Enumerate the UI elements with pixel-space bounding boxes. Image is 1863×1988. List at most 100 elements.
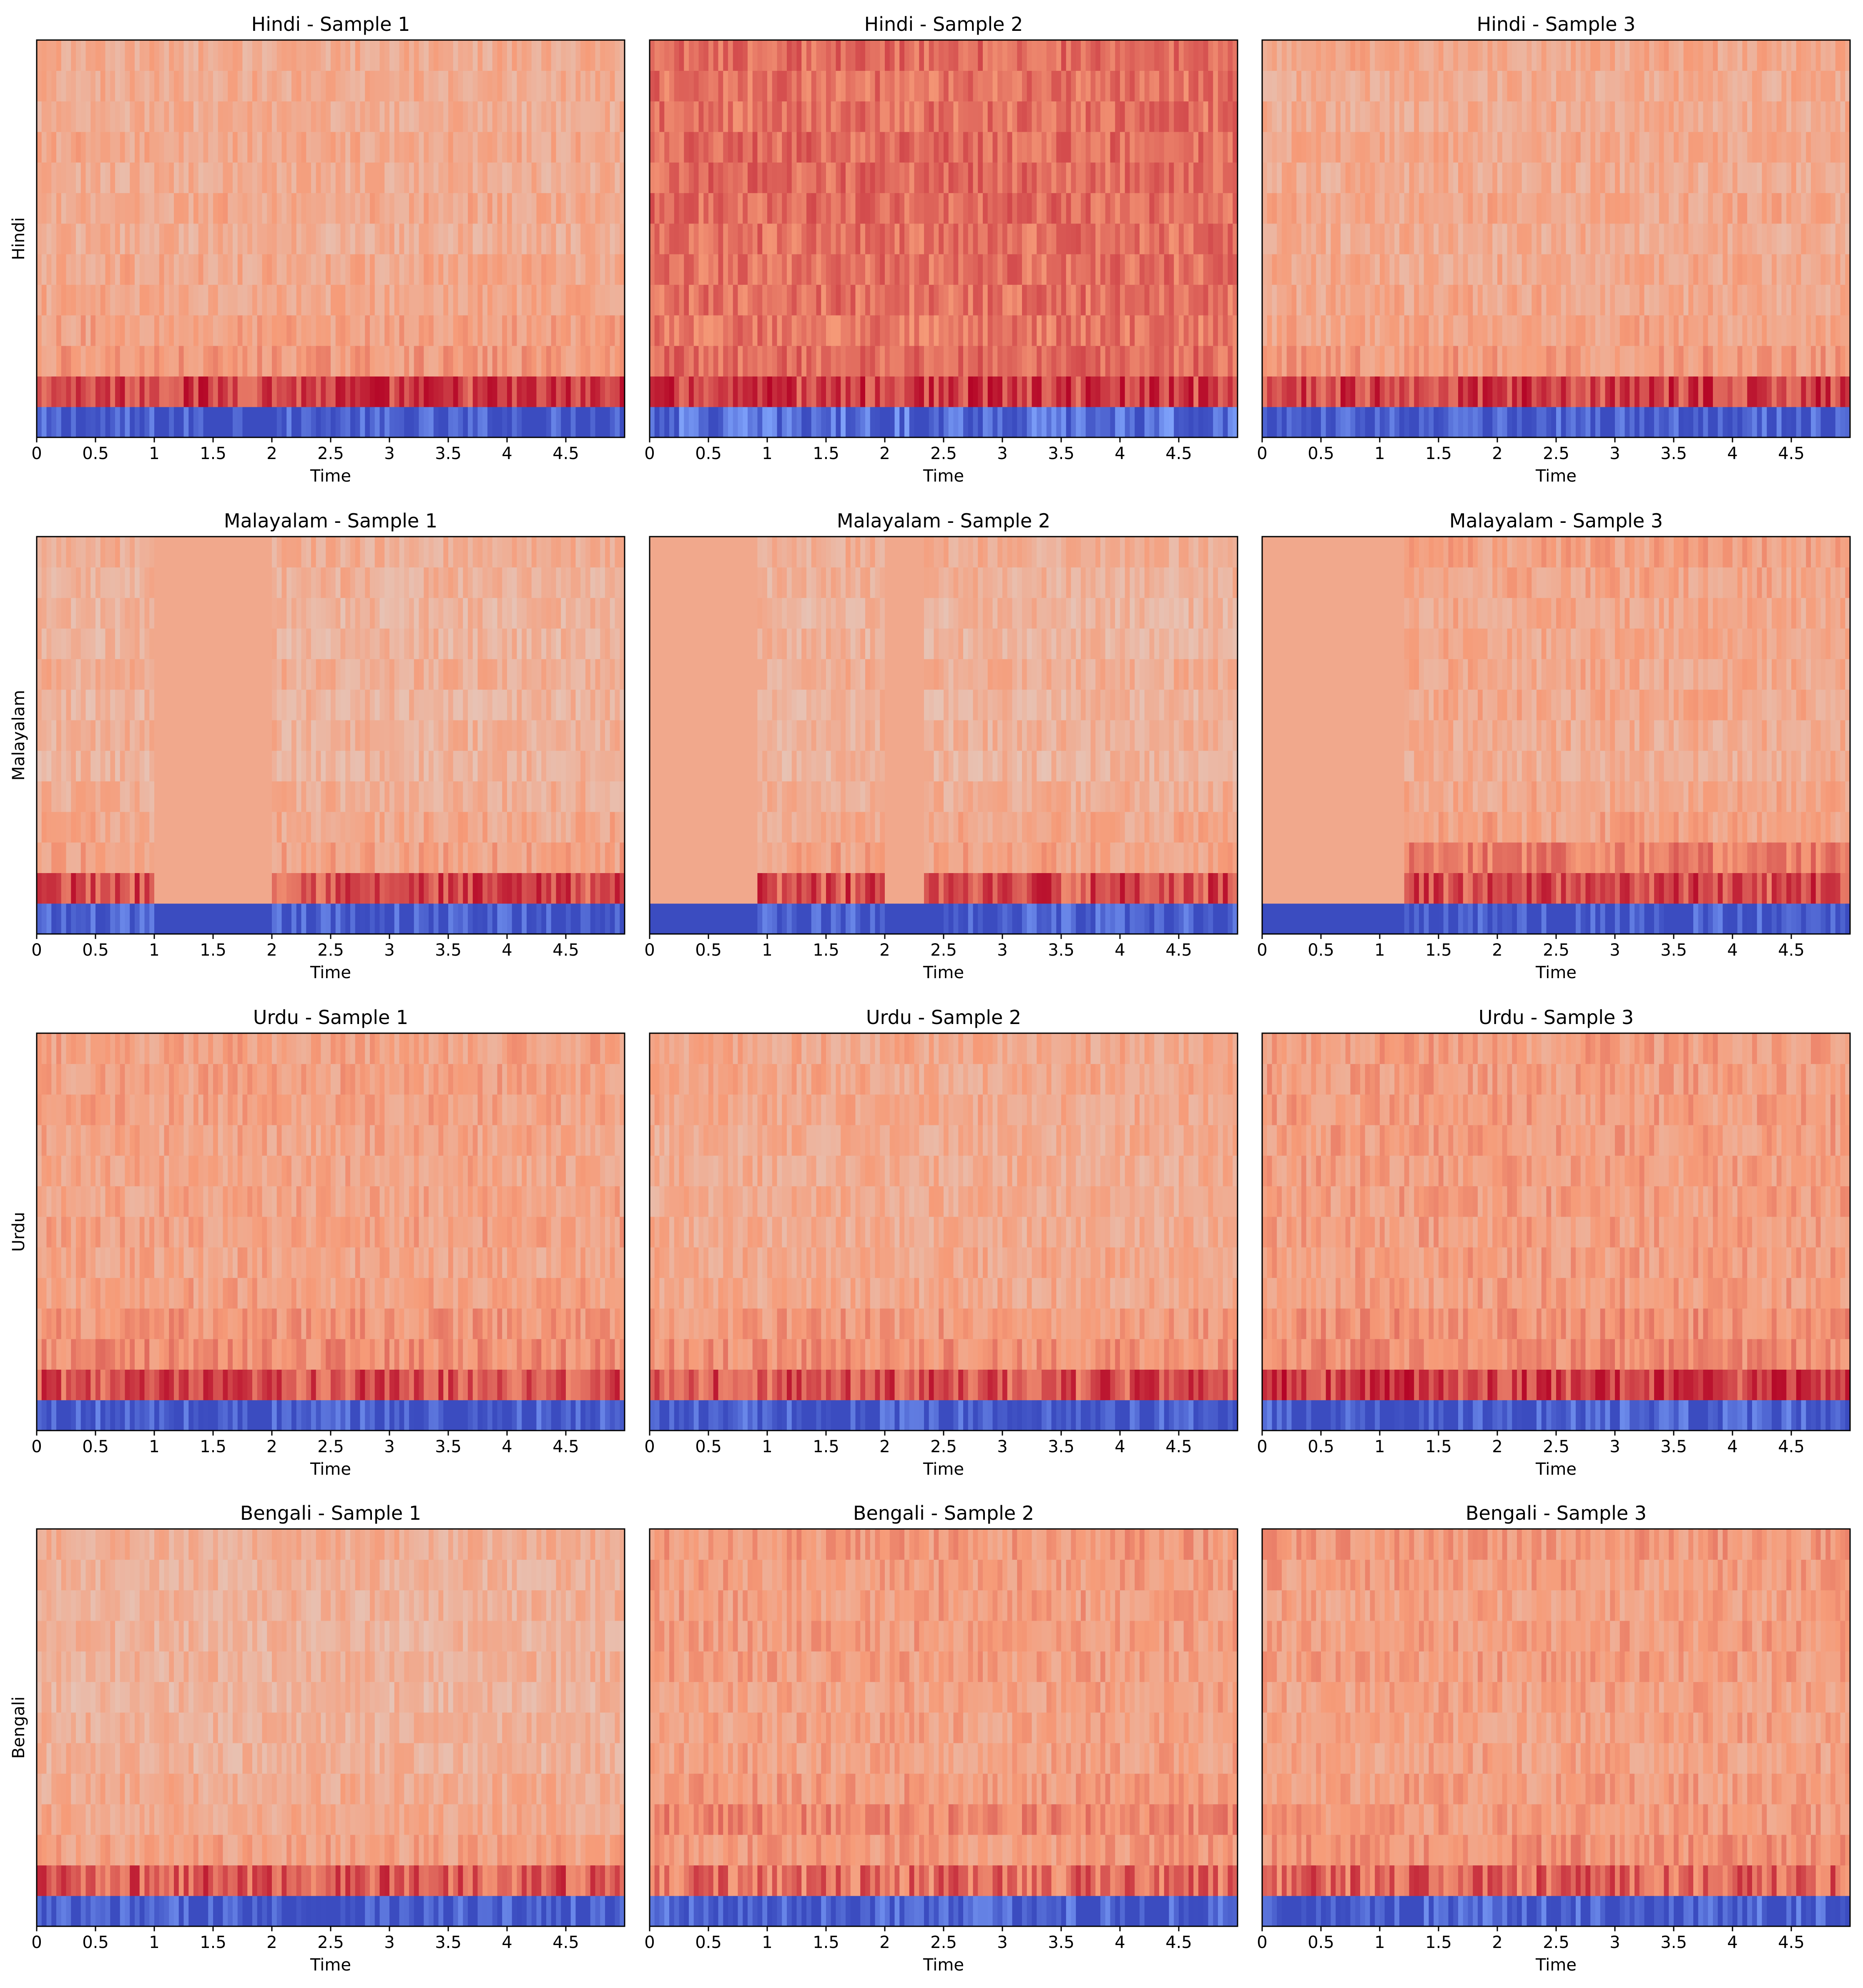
heatmap-cell <box>1507 346 1512 377</box>
heatmap-cell <box>1350 40 1356 71</box>
heatmap-cell <box>468 162 473 193</box>
heatmap-cell <box>365 162 370 193</box>
heatmap-cell <box>590 873 596 904</box>
heatmap-cell <box>1056 376 1062 407</box>
heatmap-cell <box>1703 254 1708 285</box>
heatmap-cell <box>1717 346 1723 377</box>
heatmap-cell <box>100 315 106 346</box>
heatmap-cell <box>1081 407 1086 438</box>
heatmap-cell <box>56 376 62 407</box>
heatmap-cell <box>1046 101 1052 132</box>
heatmap-cell <box>934 223 939 254</box>
heatmap-cell <box>1090 131 1096 163</box>
heatmap-cell <box>1198 40 1204 71</box>
heatmap-cell <box>723 284 728 316</box>
heatmap-cell <box>188 407 194 438</box>
heatmap-cell <box>384 254 390 285</box>
heatmap-cell <box>517 407 522 438</box>
heatmap-cell <box>1370 315 1375 346</box>
heatmap-cell <box>1169 346 1174 377</box>
heatmap-cell <box>870 346 876 377</box>
heatmap-cell <box>1835 346 1841 377</box>
heatmap-cell <box>1757 70 1763 102</box>
heatmap-cell <box>345 346 351 377</box>
heatmap-cell <box>345 193 351 224</box>
heatmap-cell <box>374 40 380 71</box>
heatmap-cell <box>188 903 194 934</box>
heatmap-cell <box>384 873 390 904</box>
heatmap-cell <box>963 131 969 163</box>
heatmap-cell <box>1674 193 1679 224</box>
heatmap-cell <box>1434 376 1439 407</box>
heatmap-cell <box>1350 254 1356 285</box>
heatmap-cell <box>748 101 753 132</box>
heatmap-cell <box>487 315 493 346</box>
heatmap-cell <box>1551 193 1557 224</box>
heatmap-cell <box>61 407 67 438</box>
heatmap-cell <box>276 873 282 904</box>
x-tick-label: 3 <box>1609 444 1620 463</box>
heatmap-cell <box>46 284 52 316</box>
heatmap-cell <box>1585 70 1591 102</box>
heatmap-cell <box>1095 223 1101 254</box>
heatmap-cell <box>1698 40 1704 71</box>
heatmap-cell <box>904 315 910 346</box>
heatmap-cell <box>958 346 964 377</box>
heatmap-cell <box>1713 101 1718 132</box>
heatmap-cell <box>208 346 213 377</box>
heatmap-cell <box>1776 315 1782 346</box>
heatmap-cell <box>37 162 42 193</box>
heatmap-cell <box>1282 162 1287 193</box>
heatmap-cell <box>41 346 47 377</box>
heatmap-cell <box>1786 346 1792 377</box>
heatmap-cell <box>1306 223 1312 254</box>
heatmap-cell <box>1037 162 1042 193</box>
heatmap-cell <box>1522 162 1527 193</box>
heatmap-cell <box>762 376 768 407</box>
heatmap-cell <box>365 407 370 438</box>
heatmap-cell <box>374 101 380 132</box>
heatmap-cell <box>1820 284 1826 316</box>
heatmap-cell <box>944 70 949 102</box>
heatmap-cell <box>1218 131 1223 163</box>
heatmap-cell <box>1384 315 1390 346</box>
heatmap-cell <box>580 376 586 407</box>
heatmap-cell <box>130 223 135 254</box>
heatmap-cell <box>1654 284 1660 316</box>
heatmap-cell <box>228 346 233 377</box>
heatmap-cell <box>389 40 395 71</box>
heatmap-cell <box>595 70 600 102</box>
heatmap-cell <box>1135 131 1140 163</box>
heatmap-cell <box>679 254 684 285</box>
heatmap-cell <box>1218 40 1223 71</box>
heatmap-cell <box>85 376 91 407</box>
heatmap-cell <box>650 223 655 254</box>
heatmap-cell <box>1737 284 1743 316</box>
heatmap-cell <box>782 346 787 377</box>
heatmap-cell <box>1439 315 1444 346</box>
heatmap-cell <box>1732 193 1738 224</box>
heatmap-cell <box>831 101 836 132</box>
heatmap-cell <box>193 131 199 163</box>
heatmap-cell <box>1595 40 1601 71</box>
heatmap-cell <box>218 223 223 254</box>
heatmap-cell <box>743 101 748 132</box>
heatmap-cell <box>90 40 96 71</box>
heatmap-cell <box>659 407 665 438</box>
heatmap-cell <box>1282 346 1287 377</box>
heatmap-cell <box>1522 346 1527 377</box>
heatmap-cell <box>1791 70 1797 102</box>
heatmap-cell <box>374 346 380 377</box>
heatmap-cell <box>1095 315 1101 346</box>
heatmap-cell <box>1669 162 1674 193</box>
heatmap-cell <box>1727 346 1733 377</box>
heatmap-cell <box>125 407 130 438</box>
heatmap-cell <box>433 162 439 193</box>
heatmap-cell <box>1522 193 1527 224</box>
heatmap-cell <box>453 101 459 132</box>
heatmap-cell <box>1120 193 1125 224</box>
heatmap-cell <box>1502 101 1508 132</box>
x-tick-label: 3.5 <box>1048 444 1075 463</box>
heatmap-cell <box>1517 101 1522 132</box>
heatmap-cell <box>953 223 959 254</box>
